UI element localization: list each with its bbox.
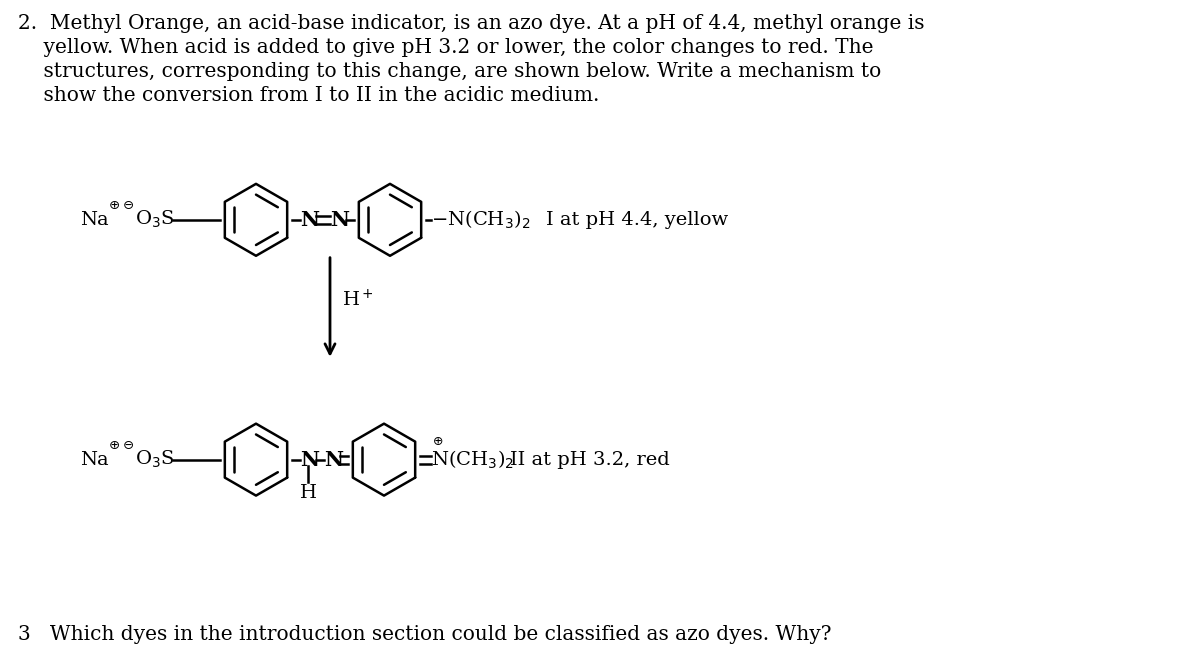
Text: O$_3$S: O$_3$S [135,209,174,231]
Text: II at pH 3.2, red: II at pH 3.2, red [510,450,670,469]
Text: $\oplus$: $\oplus$ [432,435,443,448]
Text: show the conversion from I to II in the acidic medium.: show the conversion from I to II in the … [18,86,600,105]
Text: 2.  Methyl Orange, an acid-base indicator, is an azo dye. At a pH of 4.4, methyl: 2. Methyl Orange, an acid-base indicator… [18,14,925,33]
Text: $-$N(CH$_3$)$_2$: $-$N(CH$_3$)$_2$ [432,209,530,231]
Text: Na: Na [80,211,108,229]
Text: H$^+$: H$^+$ [342,289,374,310]
Text: $\ominus$: $\ominus$ [122,439,134,452]
Text: N: N [330,210,349,230]
Text: yellow. When acid is added to give pH 3.2 or lower, the color changes to red. Th: yellow. When acid is added to give pH 3.… [18,38,874,57]
Text: 3   Which dyes in the introduction section could be classified as azo dyes. Why?: 3 Which dyes in the introduction section… [18,625,832,645]
Text: Na: Na [80,450,108,469]
Text: N: N [324,450,343,470]
Text: structures, corresponding to this change, are shown below. Write a mechanism to: structures, corresponding to this change… [18,62,881,81]
Text: H: H [299,484,317,502]
Text: O$_3$S: O$_3$S [135,449,174,471]
Text: N(CH$_3$)$_2$: N(CH$_3$)$_2$ [432,448,514,471]
Text: I at pH 4.4, yellow: I at pH 4.4, yellow [546,211,728,229]
Text: N: N [300,450,319,470]
Text: N: N [300,210,319,230]
Text: $\oplus$: $\oplus$ [108,200,120,213]
Text: $\ominus$: $\ominus$ [122,200,134,213]
Text: $\oplus$: $\oplus$ [108,439,120,452]
